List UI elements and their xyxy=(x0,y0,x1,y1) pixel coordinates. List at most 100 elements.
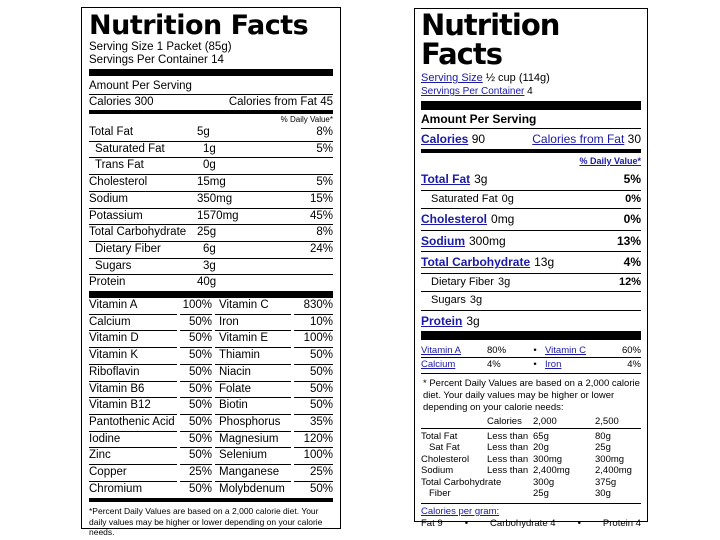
right-serving-size-label: Serving Size xyxy=(421,72,483,84)
left-vitamin-pct: 50% xyxy=(180,313,212,331)
right-dv-cell: Less than xyxy=(487,442,529,454)
left-vitamin-pct: 50% xyxy=(180,413,212,431)
right-vitamin-cell: Iron xyxy=(545,359,562,371)
right-dv-cell: Cholesterol xyxy=(421,453,470,465)
right-calories-label: Calories xyxy=(421,132,469,146)
left-vitamin-name: Thiamin xyxy=(215,347,291,364)
right-dv-cell xyxy=(487,477,533,489)
left-nutrient-qty: 0g xyxy=(203,159,216,172)
left-vitamin-name: Riboflavin xyxy=(89,363,177,381)
left-nutrient-qty: 5g xyxy=(197,126,210,138)
left-nutrient-qty: 15mg xyxy=(197,176,226,189)
left-nutrient-row: Sugars 3g xyxy=(89,257,333,275)
right-dv-header-cell xyxy=(421,416,487,428)
right-cal-per-gram-item: Carbohydrate 4 xyxy=(490,517,556,529)
left-vitamin-name: Vitamin B6 xyxy=(89,380,177,398)
right-footnote: * Percent Daily Values are based on a 2,… xyxy=(423,378,640,414)
right-cal-per-gram-item: Fat 9 xyxy=(421,517,443,529)
left-vitamin-pct: 50% xyxy=(180,330,212,347)
right-nutrient-name: Sodium xyxy=(421,233,465,248)
left-nutrient-pct: 5% xyxy=(316,142,333,155)
left-nutrition-label: Nutrition Facts Serving Size 1 Packet (8… xyxy=(81,7,341,537)
left-vitamin-pct: 50% xyxy=(180,363,212,381)
left-nutrient-qty: 1570mg xyxy=(197,209,239,222)
right-dv-cell: 20g xyxy=(533,442,549,454)
left-nutrient-pct: 8% xyxy=(316,126,333,138)
left-vitamin-pct: 50% xyxy=(180,380,212,398)
right-dv-header-cell: Calories xyxy=(487,416,522,428)
right-nutrient-pct: 0% xyxy=(625,192,641,205)
left-serving-size: Serving Size 1 Packet (85g) xyxy=(89,41,232,53)
right-dv-cell: 300mg xyxy=(533,453,563,465)
left-vitamin-name: Iron xyxy=(215,313,291,331)
right-dv-cell: Less than xyxy=(487,453,529,465)
right-dv-cell: Sat Fat xyxy=(429,442,460,454)
right-divider-medium xyxy=(421,149,641,153)
left-nutrient-row: Trans Fat 0g xyxy=(89,157,333,174)
right-vitamin-cell: 80% xyxy=(487,345,507,357)
left-vitamin-name: Folate xyxy=(215,380,291,398)
right-vitamin-cell: Vitamin A xyxy=(421,345,461,357)
right-nutrient-row: Dietary Fiber 3g 12% xyxy=(421,272,641,292)
right-dv-cell: 25g xyxy=(595,442,611,454)
left-vitamin-name: Copper xyxy=(89,464,177,481)
right-calories-fat-value: 30 xyxy=(627,132,641,146)
left-vitamin-pct: 50% xyxy=(294,347,333,364)
left-nutrient-name: Total Carbohydrate xyxy=(89,226,187,239)
left-nutrient-pct: 5% xyxy=(316,176,333,189)
left-nutrient-row: Saturated Fat 1g 5% xyxy=(89,140,333,158)
right-vitamin-list: Vitamin A 80% • Vitamin C 60% Calcium 4% • Iron 4… xyxy=(421,344,641,371)
left-vitamin-name: Selenium xyxy=(215,447,291,464)
left-nutrient-qty: 3g xyxy=(203,259,216,272)
left-nutrient-row: Sodium 350mg 15% xyxy=(89,190,333,208)
left-vitamin-name: Vitamin D xyxy=(89,330,177,347)
right-dv-cell: 25g xyxy=(533,488,549,500)
left-nutrient-row: Potassium 1570mg 45% xyxy=(89,207,333,225)
right-nutrient-qty: 0g xyxy=(501,192,514,205)
left-nutrient-pct xyxy=(273,259,333,275)
left-nutrient-row: Dietary Fiber 6g 24% xyxy=(89,240,333,258)
left-vitamin-pct: 50% xyxy=(180,397,212,414)
right-nutrient-name: Dietary Fiber xyxy=(431,275,494,288)
right-dv-header-cell: 2,500 xyxy=(595,416,619,428)
right-dv-cell: 300g xyxy=(533,476,555,488)
right-nutrient-qty: 3g xyxy=(469,294,483,307)
left-calories-from-fat: Calories from Fat 45 xyxy=(228,96,333,108)
right-divider-cal xyxy=(421,502,641,504)
right-dv-cell: 2,400mg xyxy=(533,465,570,477)
right-nutrient-row: Saturated Fat 0g 0% xyxy=(421,189,641,209)
left-nutrient-row: Protein 40g xyxy=(89,274,333,291)
right-vitamin-cell: • xyxy=(533,345,537,357)
left-vitamin-pct: 25% xyxy=(294,464,333,481)
left-vitamin-pct: 35% xyxy=(294,413,333,431)
left-nutrient-name: Cholesterol xyxy=(89,176,148,189)
left-vitamin-name: Zinc xyxy=(89,447,177,464)
right-serving-size-value: ½ cup (114g) xyxy=(485,72,550,84)
right-vitamin-row: Vitamin A 80% • Vitamin C 60% xyxy=(421,344,641,357)
right-nutrient-pct: 13% xyxy=(616,233,641,248)
left-vitamin-name: Phosphorus xyxy=(215,413,291,431)
right-calories-fat-label: Calories from Fat xyxy=(532,132,625,146)
left-vitamin-name: Pantothenic Acid xyxy=(89,413,177,431)
right-vitamin-cell: 60% xyxy=(621,345,641,357)
right-nutrient-name: Cholesterol xyxy=(421,212,488,227)
left-vitamin-name: Biotin xyxy=(215,397,291,414)
left-nutrient-pct xyxy=(267,275,333,291)
right-nutrition-label: Nutrition Facts Serving Size ½ cup (114g… xyxy=(414,8,648,529)
left-vitamin-pct: 25% xyxy=(180,464,212,481)
left-daily-value-header: % Daily Value* xyxy=(280,115,333,124)
left-vitamin-name: Vitamin K xyxy=(89,347,177,364)
left-footnote: *Percent Daily Values are based on a 2,0… xyxy=(89,506,323,538)
left-servings-per-container: Servings Per Container 14 xyxy=(89,54,224,66)
left-nutrient-name: Sodium xyxy=(89,192,128,205)
right-cal-per-gram-item: Protein 4 xyxy=(602,517,641,529)
right-nutrient-row: Sugars 3g xyxy=(421,291,641,310)
left-vitamin-pct: 50% xyxy=(180,347,212,364)
right-nutrient-qty: 3g xyxy=(474,172,488,186)
right-dv-cell: 80g xyxy=(595,430,611,442)
left-vitamin-pct: 100% xyxy=(294,330,333,347)
left-vitamin-pct: 100% xyxy=(182,299,212,312)
left-nutrient-pct xyxy=(273,158,333,174)
right-servings-label: Servings Per Container xyxy=(421,86,525,97)
right-divider-dv xyxy=(421,427,641,429)
